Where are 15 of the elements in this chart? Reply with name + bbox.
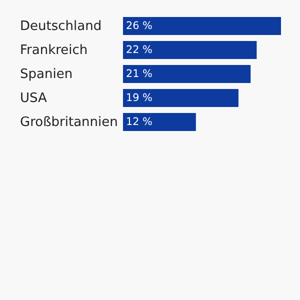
bar <box>123 41 257 59</box>
data-label: 26 % <box>126 20 153 32</box>
y-tick-label: Großbritannien <box>20 115 118 130</box>
bar <box>123 65 251 83</box>
data-label: 12 % <box>126 116 153 128</box>
y-tick-label: USA <box>20 91 48 106</box>
data-label: 21 % <box>126 68 153 80</box>
y-tick-label: Deutschland <box>20 19 102 34</box>
bar <box>123 89 238 107</box>
data-label: 19 % <box>126 92 153 104</box>
bar <box>123 113 196 131</box>
bar <box>123 17 281 35</box>
data-label: 22 % <box>126 44 153 56</box>
y-tick-label: Spanien <box>20 67 73 82</box>
y-tick-label: Frankreich <box>20 43 88 58</box>
